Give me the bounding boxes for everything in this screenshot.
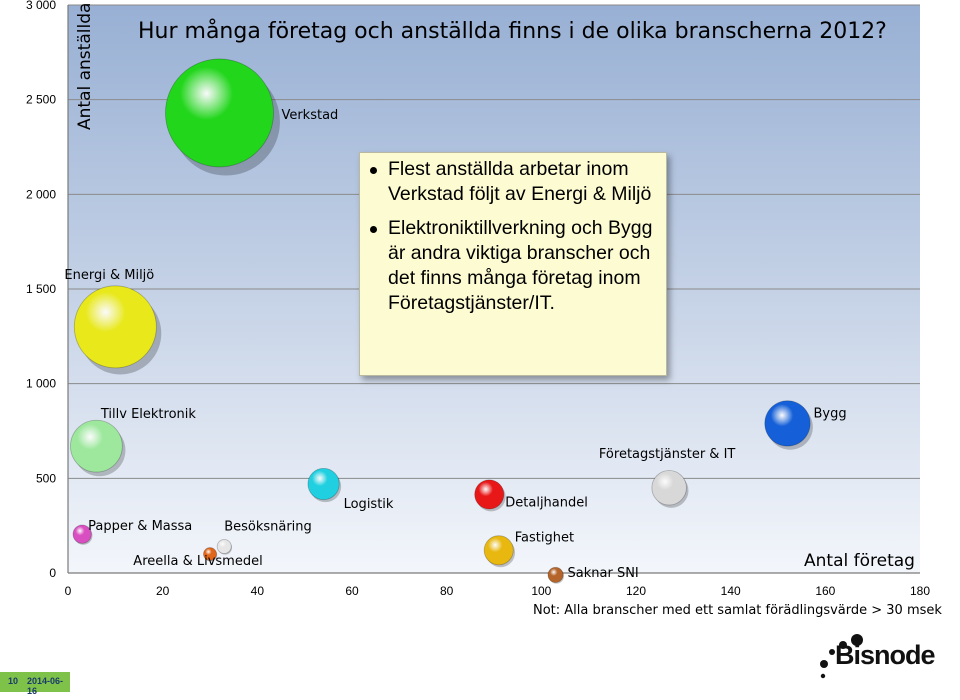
bubble [651,470,687,506]
x-tick-label: 100 [531,584,551,598]
x-tick-label: 0 [65,584,72,598]
footer-date: 2014-06-16 [27,676,64,696]
bubbles [70,58,813,584]
bubble [216,539,232,554]
y-tick-label: 3 000 [26,0,56,12]
x-tick-label: 160 [815,584,835,598]
bubble-label: Verkstad [281,108,338,123]
page-number: 10 [8,676,19,686]
x-tick-label: 180 [910,584,930,598]
bubble [547,566,564,583]
bubble-label: Saknar SNI [568,566,639,581]
x-tick-label: 40 [251,584,265,598]
bubble-label: Logistik [344,497,394,512]
callout-bullet-2: Elektroniktillverkning och Bygg är andra… [368,216,660,316]
bubble [764,400,811,447]
bubble-label: Tillv Elektronik [100,407,197,422]
x-tick-label: 80 [440,584,454,598]
bubble-label: Besöksnäring [224,519,312,534]
x-axis-label: Antal företag [804,551,915,571]
bubble [474,479,505,510]
bubble-label: Papper & Massa [88,519,192,534]
chart-title: Hur många företag och anställda finns i … [138,18,887,44]
bisnode-logo-icon [820,634,863,679]
bubble [203,547,217,561]
bubble [307,467,340,501]
x-tick-label: 140 [721,584,741,598]
y-tick-label: 2 500 [26,93,56,107]
bubble-label: Bygg [813,406,846,421]
bubble-label: Fastighet [515,530,574,545]
footer-bar: 10 2014-06-16 [0,672,70,696]
logo-text: Bisnode [835,640,936,670]
x-tick-label: 60 [345,584,359,598]
x-tick-label: 120 [626,584,646,598]
y-tick-label: 2 000 [26,187,56,201]
bubble [483,535,514,566]
bubble [165,58,274,168]
callout-bullet-1: Flest anställda arbetar inom Verkstad fö… [368,157,660,207]
bubble-label: Energi & Miljö [64,268,154,283]
y-tick-label: 1 000 [26,377,56,391]
bubble-label: Areella & Livsmedel [133,554,262,569]
y-tick-label: 0 [49,566,56,580]
bubble-labels: Verkstad Energi & Miljö Tillv Elektronik Pa… [64,108,846,581]
bubble-label: Detaljhandel [505,495,588,510]
y-axis-label: Antal anställda [75,3,95,130]
axes: 0 500 1 000 1 500 2 000 2 500 3 000 0 20 40 60 80 10… [26,0,930,598]
bubble-label: Företagstjänster & IT [599,447,735,462]
callout-box: Flest anställda arbetar inom Verkstad fö… [359,152,667,376]
y-tick-label: 1 500 [26,282,56,296]
chart-note: Not: Alla branscher med ett samlat föräd… [533,603,942,618]
bubble [70,419,123,473]
y-tick-label: 500 [36,471,56,485]
x-tick-label: 20 [156,584,170,598]
bubble [72,524,92,544]
bubble [73,285,157,369]
callout-list: Flest anställda arbetar inom Verkstad fö… [368,157,660,316]
